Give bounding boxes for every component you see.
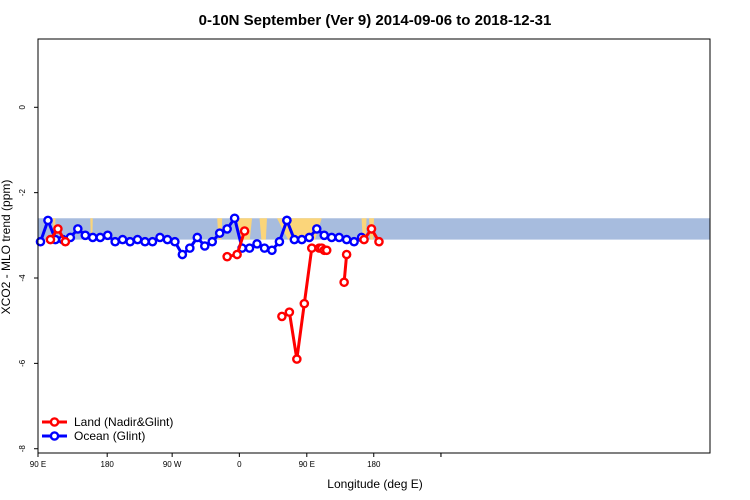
data-point — [185, 243, 195, 253]
data-point — [306, 243, 317, 253]
data-point — [334, 232, 344, 243]
x-tick-label: 180 — [367, 460, 381, 469]
y-axis: 0 -2 -4 -6 -8 — [18, 105, 38, 453]
data-point — [321, 245, 332, 256]
data-point — [349, 236, 359, 247]
data-point — [374, 236, 384, 247]
x-axis-label: Longitude (deg E) — [327, 477, 422, 491]
y-tick-label: -2 — [18, 189, 27, 197]
data-point — [87, 232, 98, 243]
legend-marker — [49, 431, 60, 441]
series-land — [45, 224, 384, 364]
data-point — [222, 251, 232, 262]
x-tick-label: 0 — [237, 460, 242, 469]
y-tick-label: 0 — [18, 105, 27, 110]
data-point — [244, 243, 255, 253]
data-point — [284, 307, 295, 317]
data-point — [292, 354, 302, 364]
data-point — [35, 236, 46, 247]
plot-area-frame — [37, 38, 711, 454]
series-layer — [35, 213, 384, 364]
data-point — [125, 236, 135, 247]
x-tick-label: 90 E — [299, 460, 315, 469]
data-point — [207, 236, 218, 247]
data-point — [80, 230, 91, 241]
data-point — [304, 232, 315, 243]
y-axis-label: XCO2 - MLO trend (ppm) — [0, 180, 13, 315]
x-tick-label: 180 — [101, 460, 115, 469]
data-point — [289, 234, 300, 245]
data-point — [339, 277, 349, 288]
data-point — [162, 234, 173, 245]
data-point — [282, 215, 292, 226]
data-point — [267, 245, 277, 256]
chart-title: 0-10N September (Ver 9) 2014-09-06 to 20… — [199, 12, 552, 29]
data-point — [45, 234, 56, 245]
data-point — [311, 224, 322, 234]
data-point — [177, 249, 188, 260]
data-point — [252, 239, 262, 249]
data-point — [297, 234, 307, 245]
data-point — [359, 234, 369, 245]
series-ocean — [35, 213, 367, 260]
y-tick-label: -6 — [18, 359, 27, 367]
data-point — [170, 236, 180, 247]
x-tick-label: 90 W — [163, 460, 182, 469]
data-point — [232, 249, 242, 260]
data-point — [95, 232, 106, 243]
data-point — [43, 215, 53, 226]
data-point — [239, 226, 250, 236]
data-point — [102, 230, 113, 241]
data-point — [299, 298, 310, 309]
data-point — [214, 228, 225, 238]
legend-marker — [49, 417, 60, 427]
y-tick-label: -8 — [18, 445, 27, 453]
data-point — [326, 232, 337, 243]
data-point — [366, 224, 377, 234]
data-point — [319, 230, 330, 241]
data-point — [53, 224, 63, 234]
legend-label: Land (Nadir&Glint) — [74, 415, 173, 429]
legend-label: Ocean (Glint) — [74, 429, 145, 443]
data-point — [110, 236, 120, 247]
x-tick-label: 90 E — [30, 460, 46, 469]
x-axis: 90 E 180 90 W 0 90 E 180 — [30, 453, 442, 469]
y-tick-label: -4 — [18, 274, 27, 282]
data-point — [132, 234, 143, 245]
data-point — [229, 213, 240, 224]
legend: Land (Nadir&Glint)Ocean (Glint) — [42, 415, 173, 443]
data-point — [199, 241, 210, 251]
data-point — [147, 236, 158, 247]
data-point — [192, 232, 203, 243]
data-point — [341, 234, 352, 245]
data-point — [222, 224, 232, 234]
land-patch — [259, 218, 267, 240]
data-point — [341, 249, 352, 260]
data-point — [117, 234, 128, 245]
data-point — [155, 232, 165, 243]
data-point — [140, 236, 150, 247]
data-point — [73, 224, 83, 234]
data-point — [60, 236, 71, 247]
data-point — [259, 243, 270, 253]
data-point — [277, 311, 287, 322]
data-point — [274, 236, 285, 247]
